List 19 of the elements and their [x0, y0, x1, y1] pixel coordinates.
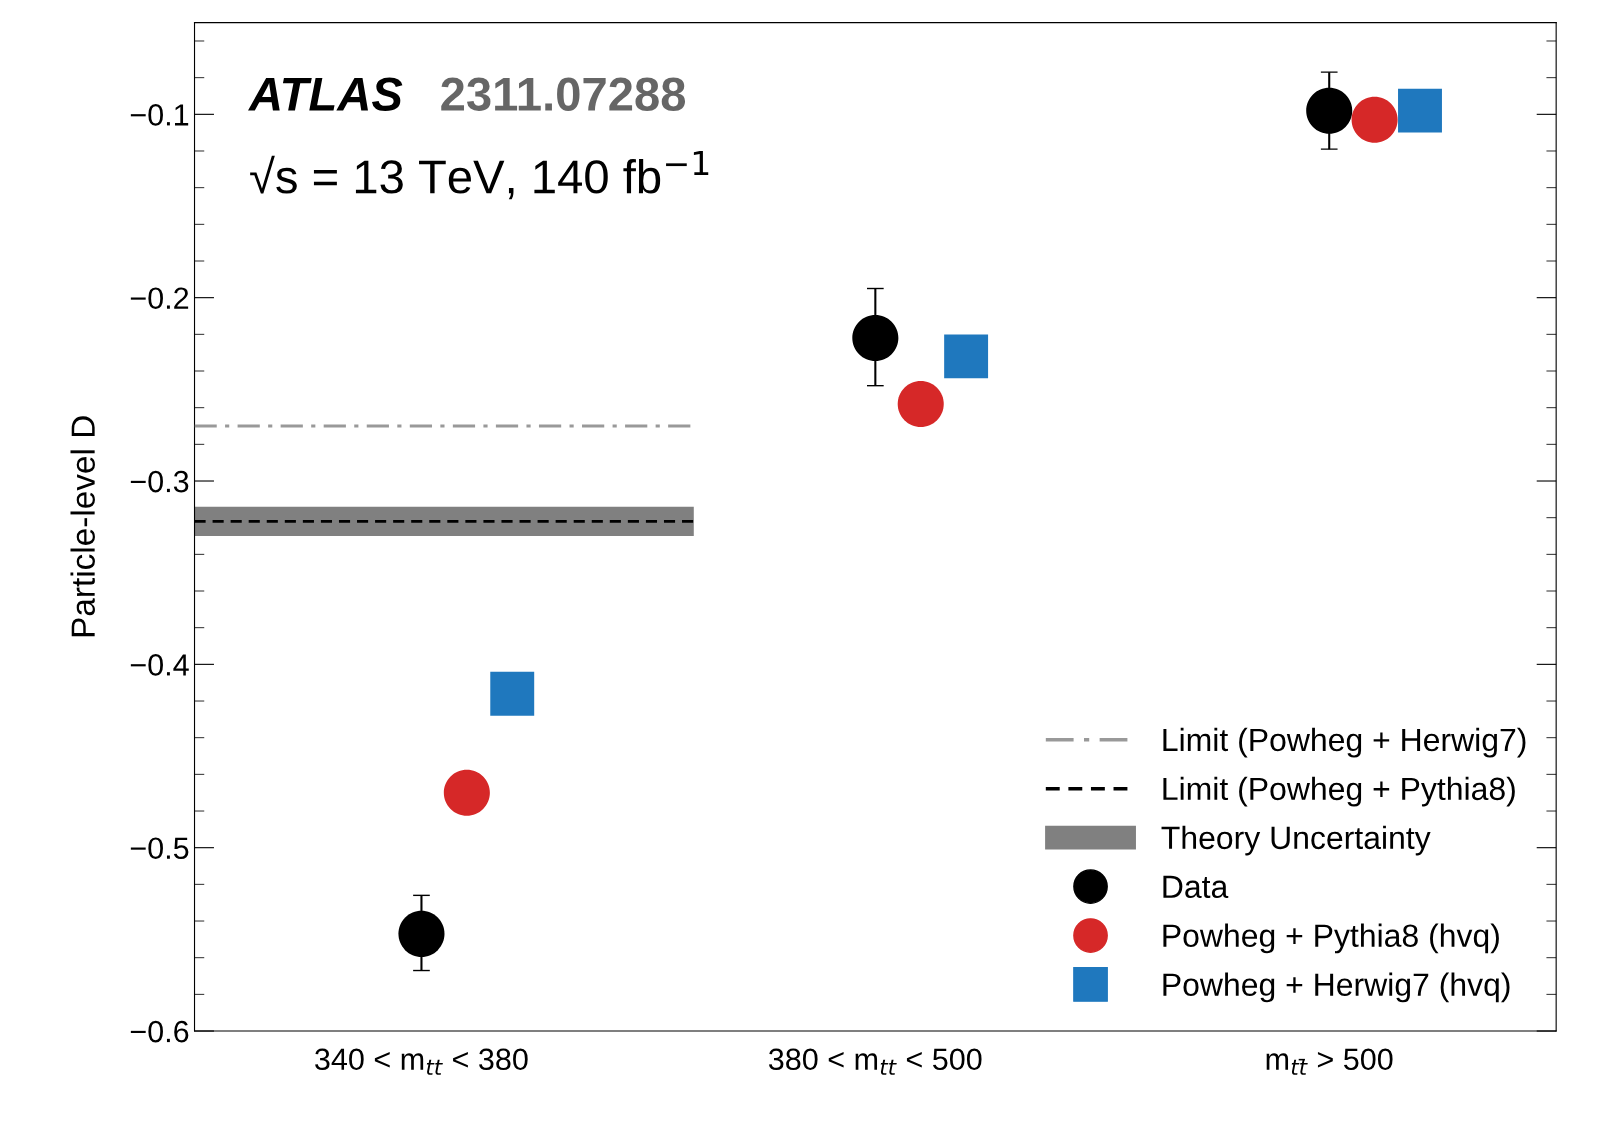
legend-label: Data	[1163, 875, 1229, 899]
y-tick-label: −0.6	[130, 1020, 189, 1043]
x-tick-label: 380 < m$_{tt}$ < 500	[768, 1048, 982, 1075]
legend-label: Powheg + Herwig7 (hvq)	[1163, 972, 1510, 1003]
annotation: √s = 13 TeV, 140 fb$^{−1}$	[250, 150, 709, 200]
annotation: 2311.07288	[441, 77, 686, 112]
y-tick-label: −0.2	[130, 287, 189, 310]
x-tick-label: 340 < m$_{tt}$ < 380	[315, 1048, 528, 1075]
x-tick-label: m$_{tt̄}$ > 500	[1266, 1048, 1393, 1075]
y-tick-label: −0.5	[130, 837, 189, 860]
legend-label: Limit (Powheg + Pythia8)	[1163, 776, 1515, 807]
annotation: ATLAS	[248, 77, 403, 111]
legend-label: Limit (Powheg + Herwig7)	[1163, 727, 1526, 758]
legend-label: Theory Uncertainty	[1161, 825, 1431, 856]
y-tick-label: −0.3	[130, 470, 189, 493]
y-tick-label: −0.4	[130, 654, 189, 676]
y-axis-title: Particle-level D	[70, 416, 95, 637]
y-tick-label: −0.1	[130, 104, 189, 126]
legend-label: Powheg + Pythia8 (hvq)	[1163, 923, 1499, 954]
